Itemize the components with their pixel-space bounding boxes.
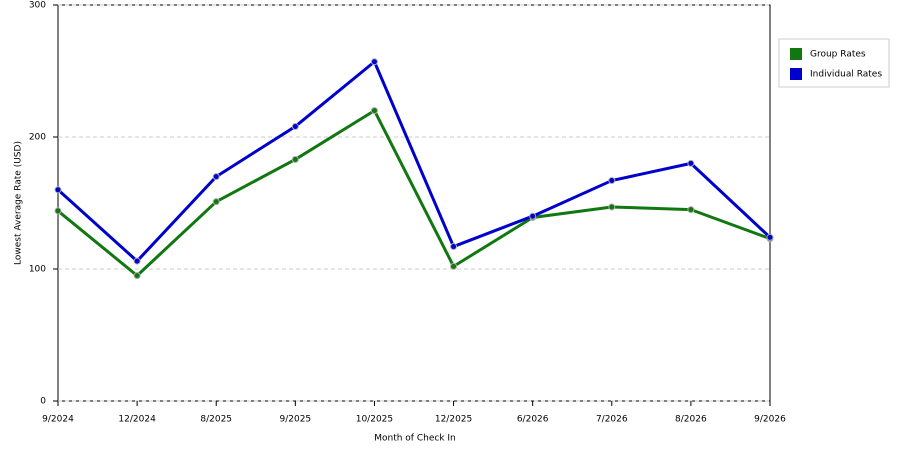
- x-axis-label: Month of Check In: [374, 434, 456, 444]
- point: [687, 159, 695, 167]
- x-tick-label: 9/2026: [754, 415, 786, 425]
- y-tick-label: 300: [29, 1, 46, 11]
- point: [54, 207, 62, 215]
- point: [370, 107, 378, 115]
- point: [212, 198, 220, 206]
- point: [133, 257, 141, 265]
- point: [608, 177, 616, 185]
- plot-frame: [57, 4, 771, 402]
- y-tick-label: 200: [29, 133, 46, 143]
- x-tick-label: 12/2024: [118, 415, 156, 425]
- point: [608, 203, 616, 211]
- x-tick-label: 10/2025: [356, 415, 393, 425]
- x-tick-label: 7/2026: [596, 415, 628, 425]
- point: [450, 262, 458, 270]
- point: [212, 173, 220, 181]
- point: [370, 58, 378, 66]
- legend-label: Group Rates: [810, 50, 866, 60]
- x-tick-label: 8/2026: [675, 415, 707, 425]
- point: [450, 243, 458, 251]
- point: [291, 122, 299, 130]
- y-tick-label: 0: [40, 397, 46, 407]
- point: [766, 233, 774, 241]
- point: [687, 206, 695, 214]
- x-tick-label: 6/2026: [517, 415, 549, 425]
- legend-label: Individual Rates: [810, 70, 882, 80]
- legend-swatch: [790, 68, 802, 80]
- point: [54, 186, 62, 194]
- x-tick-label: 12/2025: [435, 415, 472, 425]
- point: [133, 272, 141, 280]
- legend-swatch: [790, 48, 802, 60]
- series-line: [56, 60, 772, 263]
- series-line: [57, 109, 771, 278]
- x-tick-label: 8/2025: [200, 415, 232, 425]
- y-axis-label: Lowest Average Rate (USD): [14, 141, 24, 265]
- x-tick-label: 9/2025: [279, 415, 311, 425]
- x-tick-label: 9/2024: [42, 415, 74, 425]
- y-tick-label: 100: [29, 265, 46, 275]
- point: [291, 155, 299, 163]
- point: [529, 212, 537, 220]
